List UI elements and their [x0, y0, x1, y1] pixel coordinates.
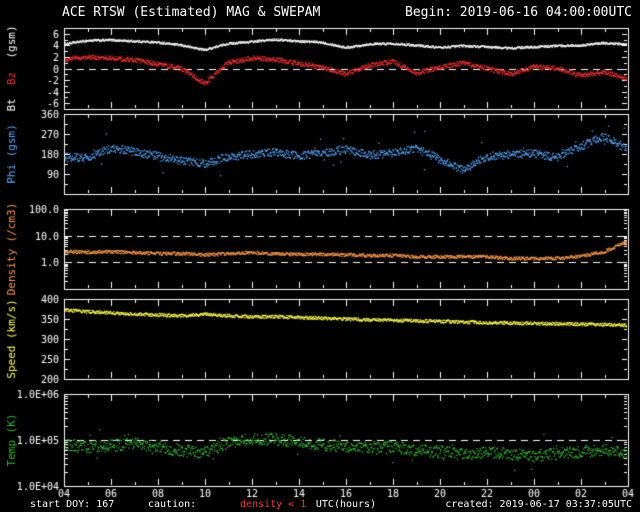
caution-value: density < 1 — [240, 499, 307, 510]
panel-phi — [64, 114, 628, 194]
panel-mag-field — [64, 28, 628, 109]
caution-label: caution: — [148, 499, 197, 510]
begin-timestamp: Begin: 2019-06-16 04:00:00UTC — [405, 5, 632, 20]
start-doy-label: start DOY: 167 — [30, 499, 115, 510]
x-axis-label: UTC(hours) — [315, 499, 377, 510]
panel-speed — [64, 299, 628, 379]
chart-title: ACE RTSW (Estimated) MAG & SWEPAM — [62, 5, 321, 20]
panel-temp — [64, 394, 628, 486]
panel-density — [64, 209, 628, 289]
created-timestamp: created: 2019-06-17 03:37:05UTC — [445, 499, 632, 510]
